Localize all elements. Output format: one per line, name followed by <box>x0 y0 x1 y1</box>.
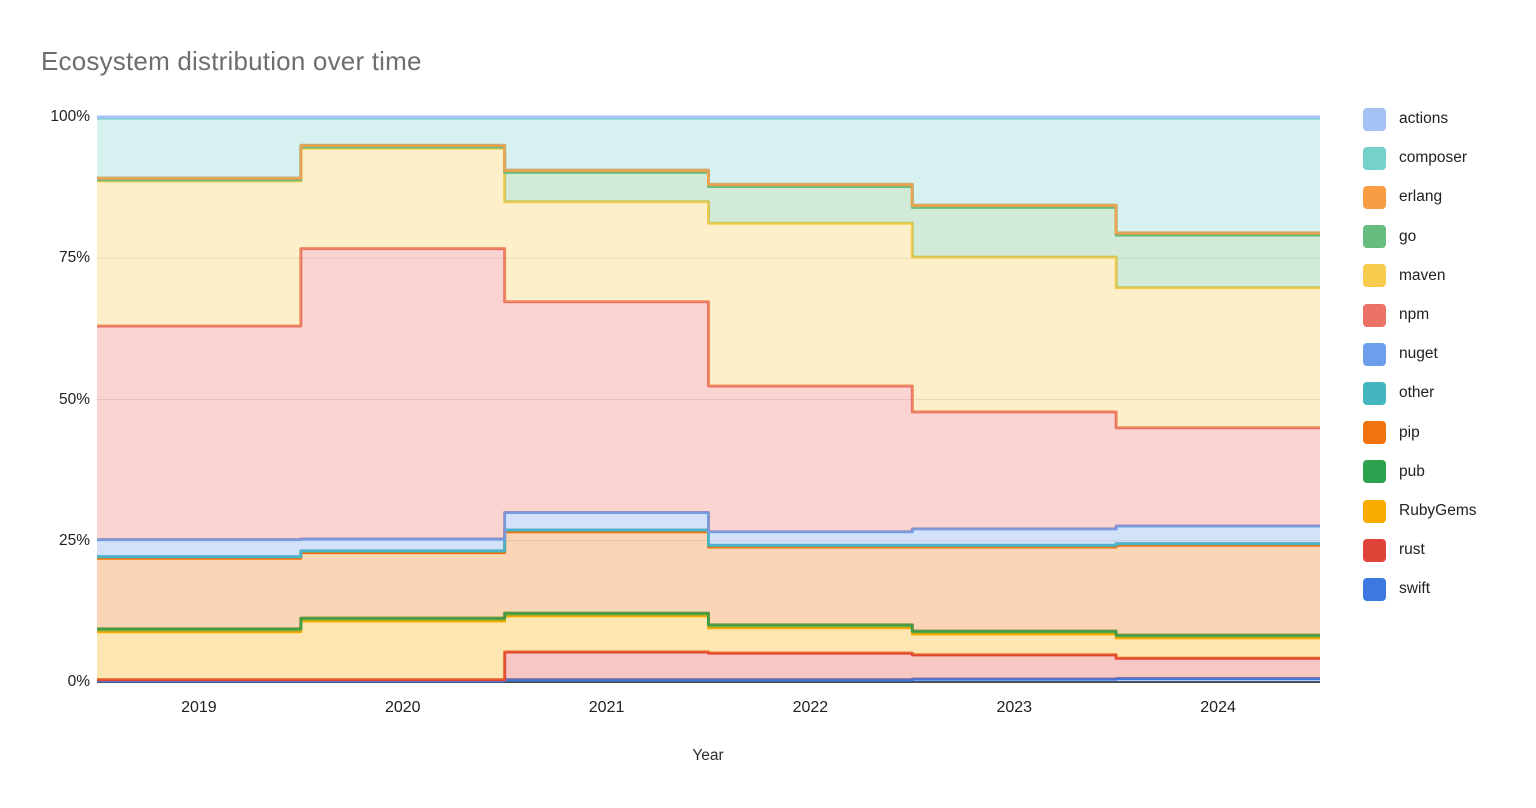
legend-item-nuget[interactable]: nuget <box>1363 342 1438 366</box>
series-go-area[interactable] <box>97 146 1320 288</box>
legend-swatch-swift <box>1363 577 1386 601</box>
legend-item-actions[interactable]: actions <box>1363 107 1448 131</box>
x-tick-2023: 2023 <box>996 699 1033 716</box>
legend-item-erlang[interactable]: erlang <box>1363 185 1442 209</box>
x-axis-title: Year <box>692 747 724 764</box>
y-tick-100pct: 100% <box>50 108 90 125</box>
legend-item-composer[interactable]: composer <box>1363 146 1467 170</box>
legend-swatch-RubyGems <box>1363 499 1386 523</box>
legend-swatch-erlang <box>1363 185 1386 209</box>
y-tick-50pct: 50% <box>58 390 90 408</box>
x-tick-2020: 2020 <box>384 699 421 716</box>
legend-item-npm[interactable]: npm <box>1363 303 1429 327</box>
series-npm-line[interactable] <box>97 247 1320 430</box>
legend-label-rust: rust <box>1399 541 1425 559</box>
series-composer-area[interactable] <box>97 118 1320 233</box>
series-pip-area[interactable] <box>97 531 1320 636</box>
legend-label-pip: pip <box>1399 423 1420 441</box>
y-tick-75pct: 75% <box>58 249 90 267</box>
series-nuget-line[interactable] <box>97 511 1320 542</box>
series-rust-area[interactable] <box>97 652 1320 681</box>
x-tick-2021: 2021 <box>588 699 625 716</box>
series-pub[interactable] <box>97 611 1320 638</box>
legend-label-swift: swift <box>1399 580 1430 598</box>
series-nuget-area[interactable] <box>97 512 1320 557</box>
series-rust-line[interactable] <box>97 650 1320 682</box>
legend-item-maven[interactable]: maven <box>1363 264 1446 288</box>
legend-swatch-maven <box>1363 264 1386 288</box>
series-maven-area[interactable] <box>97 148 1320 428</box>
legend-item-pub[interactable]: pub <box>1363 460 1425 484</box>
legend-swatch-pip <box>1363 421 1386 445</box>
legend-label-go: go <box>1399 227 1417 245</box>
legend-swatch-npm <box>1363 303 1386 327</box>
series-pub-line[interactable] <box>97 611 1320 637</box>
series-erlang-line[interactable] <box>97 143 1320 235</box>
legend-label-actions: actions <box>1399 110 1449 127</box>
series-nuget[interactable] <box>97 511 1320 557</box>
x-tick-2024: 2024 <box>1200 699 1236 716</box>
legend-swatch-nuget <box>1363 342 1386 366</box>
x-tick-2022: 2022 <box>792 699 829 716</box>
legend-item-other[interactable]: other <box>1363 381 1434 405</box>
legend-swatch-composer <box>1363 146 1386 170</box>
legend-swatch-actions <box>1363 107 1386 131</box>
legend-item-go[interactable]: go <box>1363 225 1416 249</box>
legend-item-swift[interactable]: swift <box>1363 577 1430 601</box>
legend-label-RubyGems: RubyGems <box>1399 502 1477 519</box>
legend-label-other: other <box>1399 384 1435 402</box>
series-rust[interactable] <box>97 650 1320 682</box>
chart-title: Ecosystem distribution over time <box>41 46 422 76</box>
legend-swatch-rust <box>1363 538 1386 562</box>
series-RubyGems-area[interactable] <box>97 615 1320 680</box>
legend-label-nuget: nuget <box>1399 345 1438 363</box>
series-npm[interactable] <box>97 247 1320 540</box>
series-erlang[interactable] <box>97 143 1320 236</box>
series-npm-area[interactable] <box>97 248 1320 540</box>
legend-label-pub: pub <box>1399 462 1425 480</box>
legend-swatch-other <box>1363 381 1386 405</box>
y-tick-25pct: 25% <box>58 531 90 549</box>
legend-swatch-go <box>1363 225 1386 249</box>
series-actions[interactable] <box>97 115 1320 119</box>
legend-label-composer: composer <box>1399 149 1468 167</box>
y-tick-0pct: 0% <box>67 673 90 690</box>
legend-swatch-pub <box>1363 460 1386 484</box>
x-tick-2019: 2019 <box>181 699 217 716</box>
legend-label-erlang: erlang <box>1399 188 1443 206</box>
legend-label-npm: npm <box>1399 306 1430 323</box>
legend-label-maven: maven <box>1399 266 1446 284</box>
legend-item-RubyGems[interactable]: RubyGems <box>1363 499 1477 523</box>
legend-item-rust[interactable]: rust <box>1363 538 1425 562</box>
legend-item-pip[interactable]: pip <box>1363 421 1420 445</box>
